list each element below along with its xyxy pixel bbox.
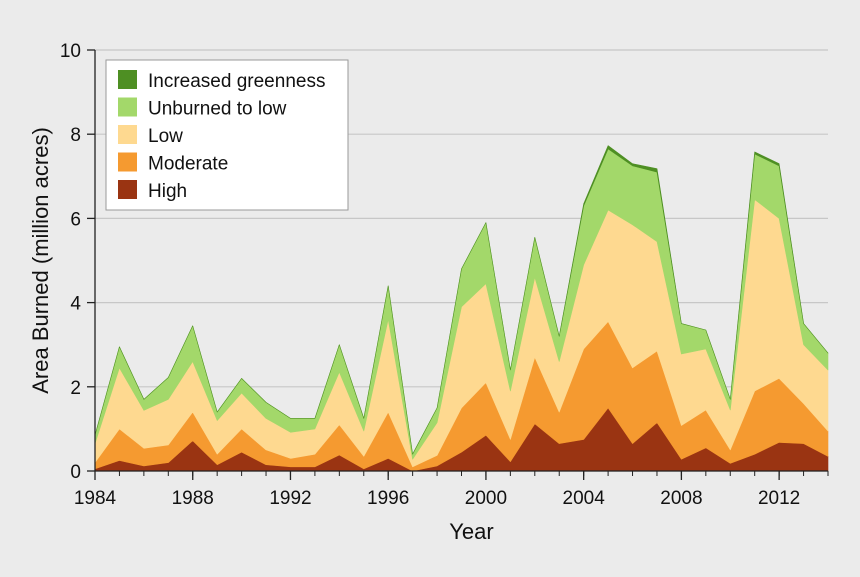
x-tick-label-1988: 1988 bbox=[172, 488, 214, 509]
legend-label-increased-greenness: Increased greenness bbox=[148, 71, 325, 92]
x-tick-label-2012: 2012 bbox=[758, 488, 800, 509]
y-tick-label-4: 4 bbox=[70, 294, 81, 315]
y-tick-label-8: 8 bbox=[70, 125, 81, 146]
legend-swatch-low bbox=[118, 125, 137, 144]
legend-label-low: Low bbox=[148, 126, 183, 147]
legend-swatch-high bbox=[118, 180, 137, 199]
legend-swatch-unburned-to-low bbox=[118, 97, 137, 117]
x-tick-label-2000: 2000 bbox=[465, 488, 507, 509]
legend-swatch-increased-greenness bbox=[118, 70, 137, 89]
y-tick-labels: 0 2 4 6 8 10 bbox=[60, 41, 82, 483]
legend: Increased greenness Unburned to low Low Mod… bbox=[105, 59, 349, 211]
y-tick-label-2: 2 bbox=[70, 378, 81, 399]
y-tick-label-0: 0 bbox=[70, 462, 81, 483]
y-tick-label-6: 6 bbox=[70, 209, 81, 230]
legend-label-moderate: Moderate bbox=[148, 154, 228, 175]
x-axis-title: Year bbox=[449, 519, 493, 544]
legend-label-high: High bbox=[148, 181, 187, 202]
x-tick-label-1996: 1996 bbox=[367, 488, 409, 509]
x-tick-label-2008: 2008 bbox=[660, 488, 702, 509]
area-increased-greenness bbox=[94, 145, 829, 455]
axes bbox=[87, 49, 829, 480]
y-axis-title: Area Burned (million acres) bbox=[28, 127, 53, 394]
stacked-areas bbox=[94, 145, 829, 472]
x-tick-label-1992: 1992 bbox=[269, 488, 311, 509]
legend-swatch-moderate bbox=[118, 152, 137, 172]
legend-box bbox=[105, 59, 349, 211]
legend-label-unburned-to-low: Unburned to low bbox=[148, 99, 287, 120]
x-tick-label-2004: 2004 bbox=[563, 488, 606, 509]
y-tick-label-10: 10 bbox=[60, 41, 81, 62]
x-tick-label-1984: 1984 bbox=[74, 488, 117, 509]
x-tick-labels: 1984 1988 1992 1996 2000 2004 2008 2012 bbox=[74, 488, 800, 509]
